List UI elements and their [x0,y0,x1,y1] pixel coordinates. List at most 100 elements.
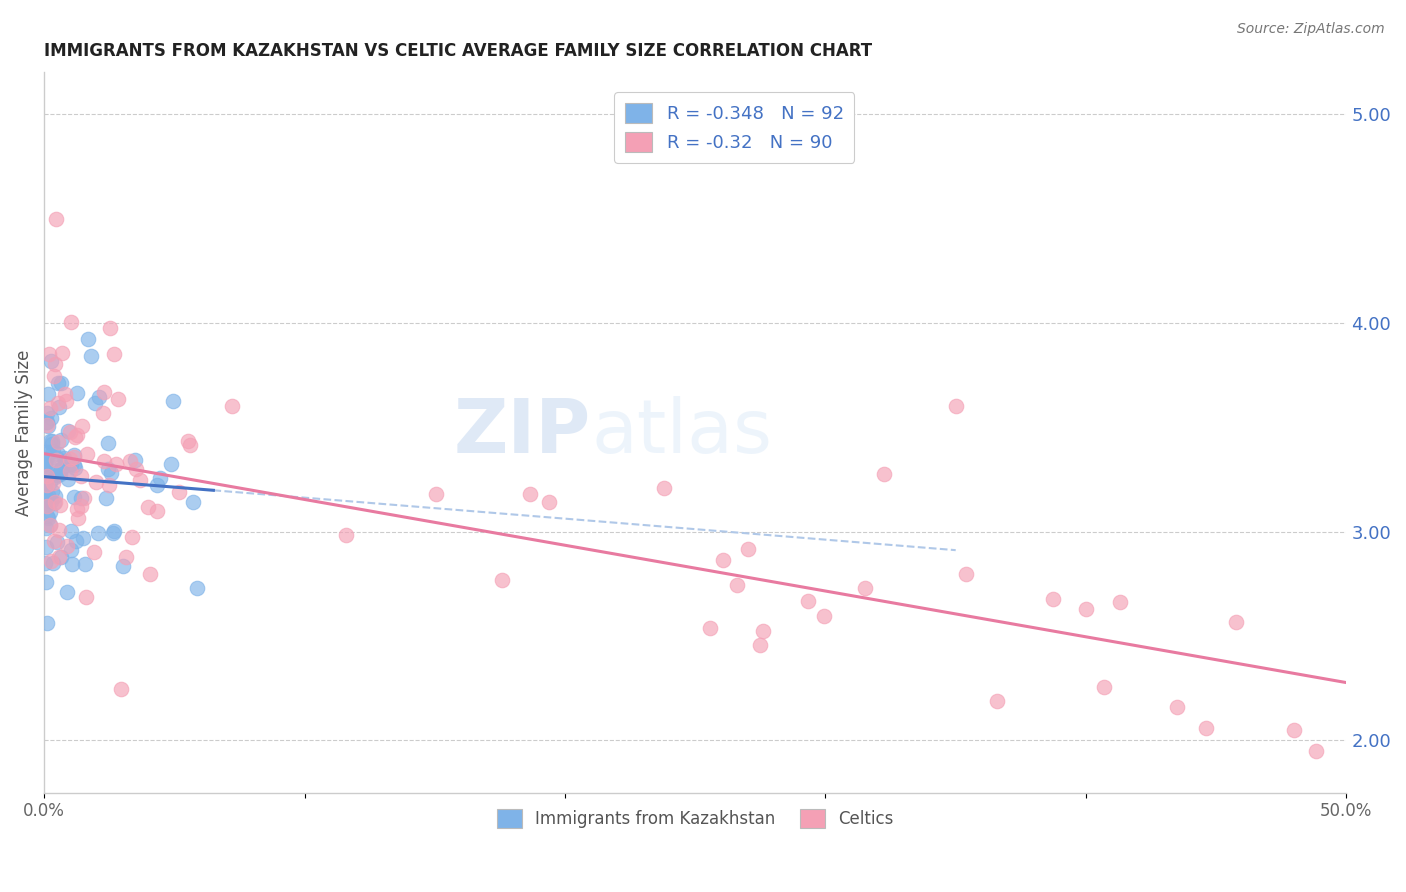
Point [1305,744,1327,758]
Point [112,559,135,574]
Point [35,508,58,523]
Point [37,419,59,434]
Point [100,467,122,481]
Point [34,475,56,490]
Point [725,578,748,592]
Point [167,485,190,500]
Y-axis label: Average Family Size: Average Family Size [15,350,32,516]
Point [1284,723,1306,737]
Point [699,621,721,635]
Point [60,557,83,571]
Point [51,346,73,360]
Point [46,447,69,461]
Point [1225,615,1247,629]
Point [48,498,70,512]
Point [98,321,121,335]
Point [56,539,79,553]
Text: atlas: atlas [591,396,772,469]
Point [63,450,86,464]
Point [39,401,62,415]
Point [335,528,357,542]
Point [46,435,69,450]
Point [160,457,183,471]
Point [76,447,98,461]
Point [103,346,125,360]
Point [93,384,115,399]
Point [65,534,87,549]
Point [34,458,56,472]
Point [872,467,894,481]
Point [63,458,86,473]
Point [39,354,62,368]
Point [51,550,73,565]
Point [72,532,94,546]
Point [149,471,172,485]
Point [35,406,58,420]
Point [48,376,70,390]
Point [1109,595,1132,609]
Point [37,418,59,433]
Point [737,541,759,556]
Point [136,500,159,515]
Point [48,400,70,414]
Point [39,517,62,532]
Point [35,574,58,589]
Point [37,493,59,508]
Point [63,448,86,462]
Point [84,396,107,410]
Point [120,454,142,468]
Point [73,491,96,506]
Point [34,483,56,497]
Point [46,534,69,549]
Point [1042,592,1064,607]
Point [121,530,143,544]
Point [181,495,204,509]
Point [37,616,59,631]
Point [41,483,63,498]
Point [103,526,125,541]
Point [45,211,67,226]
Point [146,504,169,518]
Point [986,694,1008,708]
Point [37,446,59,460]
Point [107,392,129,406]
Point [56,472,79,486]
Point [42,533,65,548]
Point [93,454,115,468]
Point [39,518,62,533]
Legend: Immigrants from Kazakhstan, Celtics: Immigrants from Kazakhstan, Celtics [489,803,901,835]
Point [38,475,60,489]
Point [58,425,80,440]
Point [39,493,62,508]
Point [49,467,72,481]
Point [59,315,82,329]
Point [65,430,87,444]
Point [55,454,77,468]
Point [853,582,876,596]
Point [44,368,66,383]
Point [538,495,561,509]
Text: Source: ZipAtlas.com: Source: ZipAtlas.com [1237,22,1385,37]
Point [41,443,63,458]
Point [44,470,66,484]
Point [34,556,56,570]
Point [53,386,76,401]
Point [91,406,114,420]
Point [75,590,97,604]
Text: IMMIGRANTS FROM KAZAKHSTAN VS CELTIC AVERAGE FAMILY SIZE CORRELATION CHART: IMMIGRANTS FROM KAZAKHSTAN VS CELTIC AVE… [44,42,872,60]
Point [751,624,773,638]
Point [139,566,162,581]
Point [955,567,977,582]
Point [63,461,86,475]
Point [60,458,83,472]
Point [83,545,105,559]
Point [146,478,169,492]
Point [105,457,128,471]
Point [84,475,107,489]
Point [65,428,87,442]
Point [39,467,62,481]
Point [48,550,70,565]
Point [87,390,110,404]
Point [45,467,67,482]
Point [34,457,56,471]
